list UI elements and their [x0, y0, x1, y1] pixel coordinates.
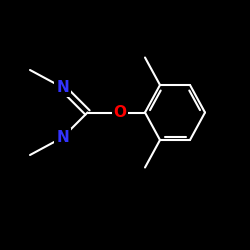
Text: N: N — [56, 130, 69, 145]
Text: N: N — [56, 80, 69, 95]
Text: O: O — [114, 105, 126, 120]
